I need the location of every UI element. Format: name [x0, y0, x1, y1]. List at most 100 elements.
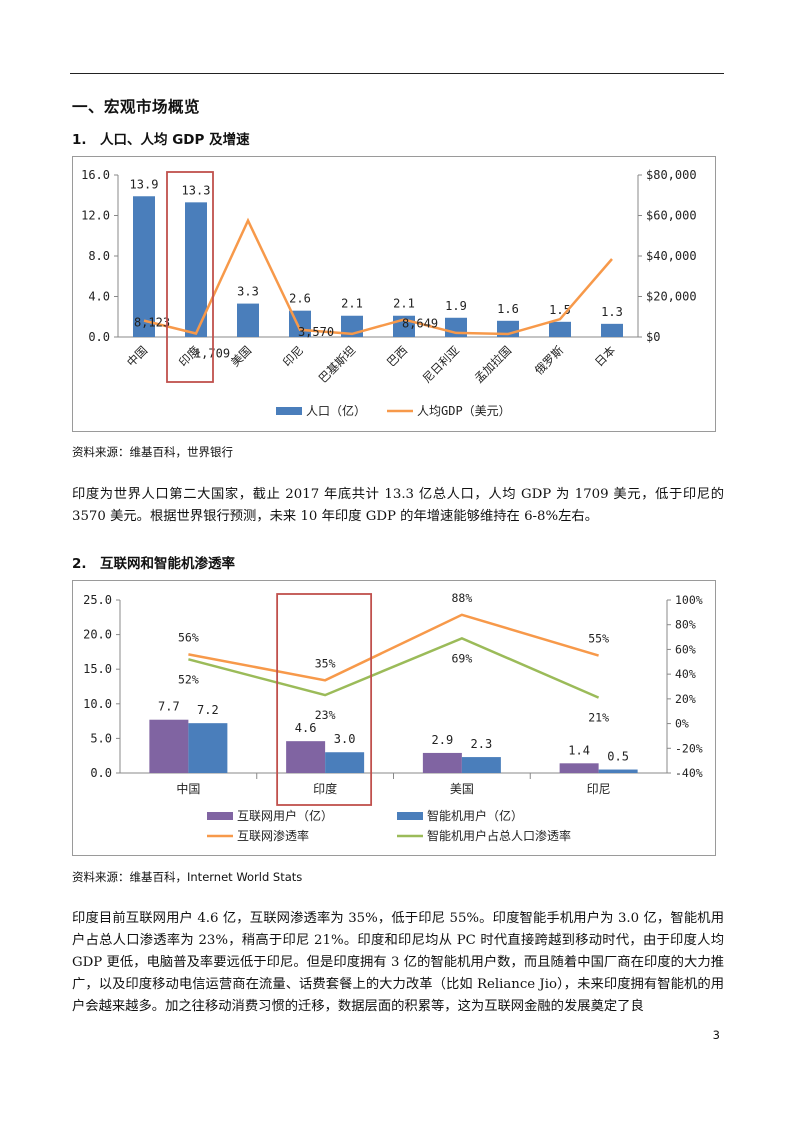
- internet-penetration-chart: 0.0 5.0 10.0 15.0 20.0 25.0 -40% -20% 0% 20% 40% 60…: [72, 580, 716, 856]
- legend-smartphone-users-label: 智能机用户（亿）: [427, 808, 523, 823]
- smartphone-users-label: 0.5: [607, 750, 629, 764]
- smartphone-users-bar: [325, 752, 365, 773]
- right-tick-label: $0: [646, 330, 660, 344]
- section2-source: 资料来源：维基百科，Internet World Stats: [72, 870, 303, 884]
- left-tick-label: 4.0: [88, 290, 110, 304]
- population-bar: [601, 323, 623, 337]
- internet-users-bar: [559, 763, 599, 773]
- right-tick-label: 40%: [675, 667, 696, 681]
- legend-population-label: 人口（亿）: [306, 403, 366, 418]
- left-tick-label: 5.0: [90, 731, 112, 745]
- smartphone-penetration-line-label: 21%: [588, 711, 609, 725]
- highlight-box: [276, 593, 373, 806]
- population-bar: [185, 202, 207, 337]
- internet-users-label: 1.4: [568, 743, 590, 757]
- category-label: 日本: [592, 343, 619, 370]
- population-bar: [549, 321, 571, 337]
- left-tick-label: 0.0: [90, 766, 112, 780]
- population-bar-label: 1.9: [445, 299, 467, 313]
- category-label: 孟加拉国: [472, 343, 514, 385]
- category-label: 美国: [450, 782, 474, 796]
- category-label: 巴基斯坦: [316, 343, 359, 386]
- smartphone-users-bar: [598, 769, 638, 773]
- category-label: 印尼: [280, 343, 306, 369]
- left-tick-label: 25.0: [83, 593, 112, 607]
- smartphone-users-label: 7.2: [197, 703, 219, 717]
- internet-users-bar: [286, 741, 326, 773]
- right-tick-label: 80%: [675, 618, 696, 632]
- left-tick-label: 16.0: [81, 168, 110, 182]
- smartphone-users-label: 2.3: [471, 737, 493, 751]
- legend-internet-users-swatch: [207, 812, 233, 820]
- population-bar-label: 2.1: [393, 297, 415, 311]
- gdp-line-label: 3,570: [298, 325, 334, 339]
- internet-penetration-line-label: 56%: [178, 630, 199, 644]
- section1-paragraph: 印度为世界人口第二大国家，截止 2017 年底共计 13.3 亿总人口，人均 G…: [72, 487, 724, 524]
- left-tick-label: 20.0: [83, 628, 112, 642]
- legend-internet-users-label: 互联网用户（亿）: [237, 808, 333, 823]
- left-tick-label: 0.0: [88, 330, 110, 344]
- internet-penetration-line-label: 55%: [588, 632, 609, 646]
- gdp-line-label: 1,709: [194, 347, 230, 361]
- section1-source: 资料来源：维基百科，世界银行: [72, 445, 233, 459]
- right-tick-label: -40%: [675, 766, 703, 780]
- right-tick-label: -20%: [675, 741, 703, 755]
- population-bar-label: 13.9: [130, 177, 159, 191]
- highlight-box: [166, 171, 214, 383]
- internet-penetration-line-label: 35%: [315, 656, 336, 670]
- section2-paragraph: 印度目前互联网用户 4.6 亿，互联网渗透率为 35%，低于印尼 55%。印度智…: [72, 911, 724, 1014]
- right-tick-label: 0%: [675, 717, 689, 731]
- internet-penetration-line: [188, 613, 599, 682]
- population-bar: [133, 196, 155, 337]
- right-tick-label: 60%: [675, 642, 696, 656]
- category-label: 印尼: [587, 782, 611, 796]
- right-tick-label: 100%: [675, 593, 703, 607]
- smartphone-penetration-line-label: 52%: [178, 672, 199, 686]
- category-label: 尼日利亚: [420, 343, 462, 385]
- page-number: 3: [712, 1028, 720, 1042]
- population-bar-label: 1.3: [601, 305, 623, 319]
- category-label: 俄罗斯: [532, 343, 567, 378]
- category-label: 美国: [228, 343, 254, 369]
- population-bar: [237, 303, 259, 337]
- smartphone-penetration-line-label: 69%: [451, 651, 472, 665]
- population-bar-label: 2.1: [341, 297, 363, 311]
- left-tick-label: 8.0: [88, 249, 110, 263]
- population-gdp-chart: 0.0 4.0 8.0 12.0 16.0 $0 $20,000 $40,000 $60,000…: [72, 156, 716, 432]
- section2-title: 2. 互联网和智能机渗透率: [72, 556, 236, 572]
- smartphone-users-bar: [188, 723, 228, 773]
- legend-population-swatch: [276, 407, 302, 415]
- internet-users-bar: [422, 752, 462, 773]
- smartphone-users-bar: [461, 757, 501, 773]
- internet-users-label: 4.6: [295, 721, 317, 735]
- internet-users-label: 7.7: [158, 700, 180, 714]
- gdp-line-label: 8,649: [402, 316, 438, 330]
- page-heading: 一、宏观市场概览: [72, 98, 201, 116]
- left-tick-label: 10.0: [83, 697, 112, 711]
- legend-smartphone-penetration-label: 智能机用户占总人口渗透率: [427, 828, 571, 843]
- legend-smartphone-users-swatch: [397, 812, 423, 820]
- category-label: 印度: [313, 781, 337, 796]
- population-bar-label: 3.3: [237, 285, 259, 299]
- legend-internet-penetration-label: 互联网渗透率: [237, 828, 309, 843]
- category-label: 巴西: [384, 343, 410, 369]
- right-tick-label: $20,000: [646, 290, 697, 304]
- right-tick-label: $40,000: [646, 249, 697, 263]
- smartphone-users-label: 3.0: [334, 732, 356, 746]
- right-tick-label: 20%: [675, 692, 696, 706]
- category-label: 中国: [176, 781, 200, 796]
- population-bar-label: 2.6: [289, 292, 311, 306]
- gdp-line-label: 8,123: [134, 316, 170, 330]
- smartphone-penetration-line-label: 23%: [315, 708, 336, 722]
- left-tick-label: 12.0: [81, 209, 110, 223]
- population-bar-label: 13.3: [182, 183, 211, 197]
- gdp-line: [143, 217, 613, 336]
- legend-gdp-label: 人均GDP（美元）: [417, 404, 511, 418]
- right-tick-label: $80,000: [646, 168, 697, 182]
- population-bar-label: 1.6: [497, 302, 519, 316]
- internet-penetration-line-label: 88%: [451, 591, 472, 605]
- left-tick-label: 15.0: [83, 662, 112, 676]
- right-tick-label: $60,000: [646, 209, 697, 223]
- section1-title: 1. 人口、人均 GDP 及增速: [72, 132, 250, 148]
- internet-users-bar: [149, 719, 189, 773]
